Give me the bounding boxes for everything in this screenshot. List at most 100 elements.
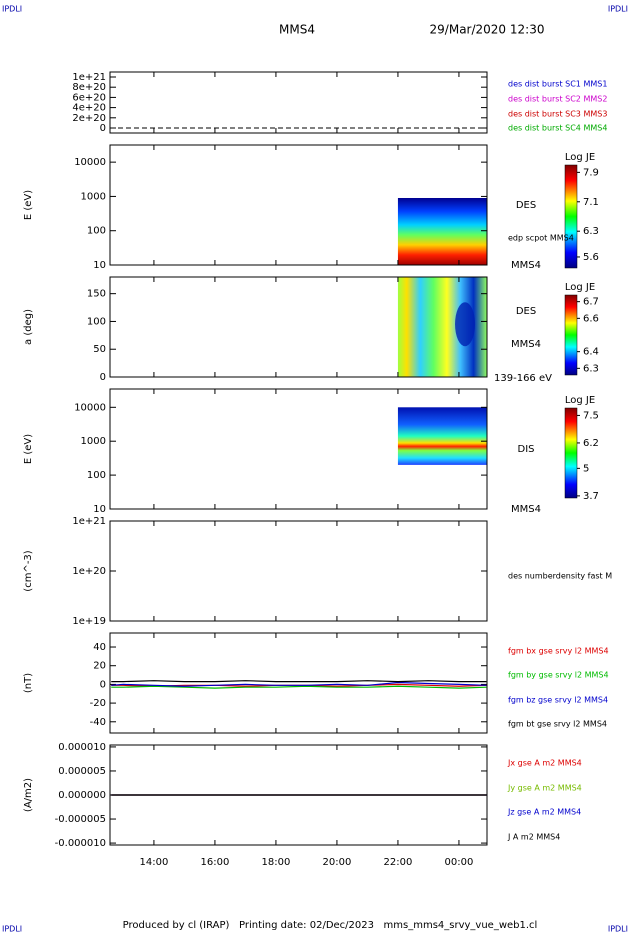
spectrogram (397, 197, 487, 265)
x-tick-label: 18:00 (262, 857, 291, 868)
y-tick-label: 8e+20 (72, 82, 106, 93)
colorbar (564, 164, 578, 269)
date: 29/Mar/2020 12:30 (430, 23, 545, 37)
colorbar (564, 294, 578, 376)
annotation: MMS4 (511, 260, 541, 271)
panel-frame (109, 632, 488, 734)
y-tick-label: 6e+20 (72, 92, 106, 103)
y-tick-label: -40 (90, 717, 106, 728)
y-tick-label: -0.000005 (55, 814, 106, 825)
corner-label: IPDLI (2, 5, 22, 14)
footer: Produced by cl (IRAP) Printing date: 02/… (123, 920, 538, 931)
y-tick-label: 1000 (81, 436, 106, 447)
colorbar-title: Log JE (565, 282, 595, 293)
y-tick-label: 40 (93, 642, 106, 653)
spectrogram-feature (455, 302, 476, 347)
colorbar-tick-label: 6.2 (583, 438, 599, 449)
y-tick-label: 0.000000 (58, 790, 106, 801)
y-tick-label: 1e+21 (72, 516, 106, 527)
spectrogram (397, 407, 487, 465)
y-tick-label: -20 (90, 698, 106, 709)
y-tick-label: 100 (87, 316, 106, 327)
y-tick-label: 1000 (81, 191, 106, 202)
corner-label: IPDLI (608, 5, 628, 14)
annotation: des numberdensity fast M (508, 572, 612, 581)
y-tick-label: 50 (93, 344, 106, 355)
y-axis-label: E (eV) (23, 434, 34, 464)
y-tick-label: 2e+20 (72, 113, 106, 124)
y-tick-label: -0.000010 (55, 838, 106, 849)
panel-frame (109, 520, 488, 622)
legend-entry: fgm bt gse srvy l2 MMS4 (508, 720, 607, 729)
y-tick-label: 0 (100, 372, 106, 383)
x-tick-label: 20:00 (323, 857, 352, 868)
corner-label: IPDLI (2, 925, 22, 934)
annotation: DES (516, 306, 536, 317)
y-tick-label: 1e+19 (72, 616, 106, 627)
y-axis-label: (A/m2) (23, 778, 34, 812)
y-axis-label: (cm^-3) (23, 550, 34, 591)
legend-entry: Jz gse A m2 MMS4 (507, 808, 581, 817)
colorbar-tick-label: 6.3 (583, 226, 599, 237)
y-tick-label: 0.000005 (58, 766, 106, 777)
annotation: DES (516, 200, 536, 211)
legend-entry: fgm bz gse srvy l2 MMS4 (508, 696, 608, 705)
y-axis-label: E (eV) (23, 190, 34, 220)
spacecraft: MMS4 (279, 23, 315, 37)
panel-frame (109, 144, 488, 266)
colorbar-tick-label: 7.5 (583, 410, 599, 421)
legend-entry: J A m2 MMS4 (507, 833, 560, 842)
legend-entry: des dist burst SC4 MMS4 (508, 124, 607, 133)
y-tick-label: 10000 (74, 402, 106, 413)
y-tick-label: 4e+20 (72, 103, 106, 114)
x-tick-label: 22:00 (384, 857, 413, 868)
y-tick-label: 150 (87, 289, 106, 300)
y-tick-label: 10 (93, 504, 106, 515)
annotation: DIS (518, 444, 535, 455)
colorbar-title: Log JE (565, 152, 595, 163)
legend-entry: Jx gse A m2 MMS4 (507, 759, 582, 768)
y-tick-label: 10000 (74, 157, 106, 168)
y-tick-label: 10 (93, 260, 106, 271)
legend-entry: des dist burst SC1 MMS1 (508, 80, 607, 89)
annotation: MMS4 (511, 504, 541, 515)
colorbar-tick-label: 7.9 (583, 167, 599, 178)
colorbar (564, 407, 578, 499)
x-tick-label: 00:00 (445, 857, 474, 868)
series-line (111, 685, 487, 689)
legend-entry: des dist burst SC2 MMS2 (508, 95, 607, 104)
series-line (111, 681, 487, 687)
panel-frame (109, 388, 488, 510)
y-axis-label: a (deg) (23, 309, 34, 345)
annotation: edp scpot MMS4 (508, 234, 574, 243)
colorbar-tick-label: 7.1 (583, 197, 599, 208)
series-line (111, 680, 487, 683)
panel-frame (109, 276, 488, 378)
legend-entry: fgm by gse srvy l2 MMS4 (508, 671, 609, 680)
corner-label: IPDLI (608, 925, 628, 934)
colorbar-tick-label: 3.7 (583, 491, 599, 502)
legend-entry: fgm bx gse srvy l2 MMS4 (508, 647, 609, 656)
legend-entry: Jy gse A m2 MMS4 (507, 784, 582, 793)
colorbar-tick-label: 5 (583, 463, 589, 474)
colorbar-title: Log JE (565, 395, 595, 406)
annotation: MMS4 (511, 339, 541, 350)
colorbar-tick-label: 6.3 (583, 363, 599, 374)
y-tick-label: 100 (87, 470, 106, 481)
y-tick-label: 0 (100, 679, 106, 690)
panel-frame (109, 71, 488, 134)
y-tick-label: 1e+21 (72, 72, 106, 83)
y-axis-label: (nT) (23, 673, 34, 693)
colorbar-tick-label: 5.6 (583, 252, 599, 263)
x-tick-label: 14:00 (140, 857, 169, 868)
y-tick-label: 20 (93, 661, 106, 672)
annotation: 139-166 eV (494, 373, 552, 384)
y-tick-label: 1e+20 (72, 566, 106, 577)
x-tick-label: 16:00 (201, 857, 230, 868)
legend-entry: des dist burst SC3 MMS3 (508, 110, 607, 119)
colorbar-tick-label: 6.4 (583, 347, 599, 358)
colorbar-tick-label: 6.6 (583, 313, 599, 324)
y-tick-label: 0 (100, 123, 106, 134)
colorbar-tick-label: 6.7 (583, 297, 599, 308)
